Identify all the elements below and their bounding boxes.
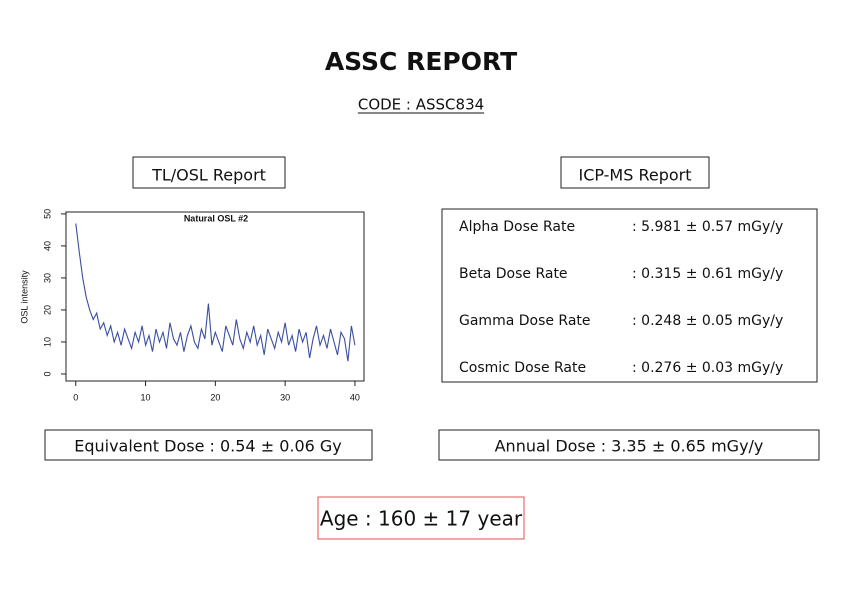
annual-dose: Annual Dose : 3.35 ± 0.65 mGy/y bbox=[495, 437, 764, 456]
x-tick-label: 0 bbox=[73, 392, 78, 402]
equivalent-dose: Equivalent Dose : 0.54 ± 0.06 Gy bbox=[74, 437, 342, 456]
dose-table-box bbox=[441, 208, 818, 383]
result-box bbox=[44, 429, 373, 461]
y-tick-label: 40 bbox=[42, 241, 52, 251]
x-tick-label: 20 bbox=[210, 392, 220, 402]
age-box bbox=[317, 496, 525, 540]
dose-label: Alpha Dose Rate bbox=[459, 219, 575, 235]
x-tick-label: 10 bbox=[141, 392, 151, 402]
x-tick-label: 30 bbox=[280, 392, 290, 402]
age-result: Age : 160 ± 17 year bbox=[320, 507, 523, 531]
y-tick-label: 50 bbox=[42, 209, 52, 219]
icp-ms-heading: ICP-MS Report bbox=[578, 166, 691, 185]
osl-line bbox=[75, 223, 356, 362]
dose-label: Cosmic Dose Rate bbox=[459, 360, 586, 376]
y-tick-label: 30 bbox=[42, 273, 52, 283]
y-tick-label: 20 bbox=[42, 305, 52, 315]
dose-value: : 5.981 ± 0.57 mGy/y bbox=[632, 219, 783, 235]
heading-box bbox=[560, 156, 710, 189]
dose-label: Beta Dose Rate bbox=[459, 266, 568, 282]
result-box bbox=[438, 429, 820, 461]
y-tick-label: 10 bbox=[42, 337, 52, 347]
chart-title: Natural OSL #2 bbox=[184, 213, 248, 223]
dose-value: : 0.248 ± 0.05 mGy/y bbox=[632, 313, 783, 329]
report-code: CODE : ASSC834 bbox=[358, 96, 484, 114]
x-tick-label: 40 bbox=[350, 392, 360, 402]
tl-osl-heading: TL/OSL Report bbox=[151, 166, 266, 185]
y-tick-label: 0 bbox=[42, 371, 52, 376]
dose-value: : 0.315 ± 0.61 mGy/y bbox=[632, 266, 783, 282]
dose-label: Gamma Dose Rate bbox=[459, 313, 591, 329]
dose-value: : 0.276 ± 0.03 mGy/y bbox=[632, 360, 783, 376]
report-title: ASSC REPORT bbox=[325, 47, 517, 76]
y-axis-label: OSL intensity bbox=[19, 270, 29, 324]
heading-box bbox=[132, 156, 286, 189]
